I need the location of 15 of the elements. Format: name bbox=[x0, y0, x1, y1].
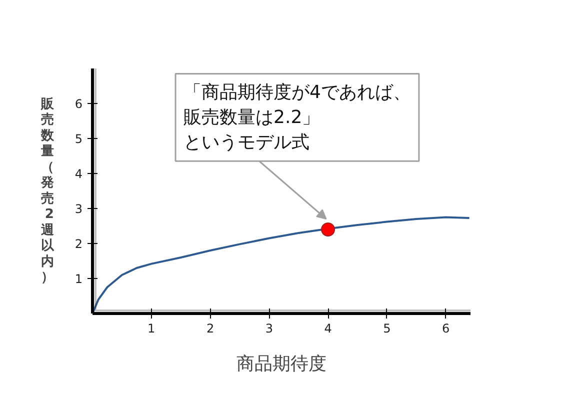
y-tick-label: 2 bbox=[74, 237, 83, 251]
y-tick-label: 5 bbox=[74, 132, 83, 146]
x-axis-title: 商品期待度 bbox=[236, 354, 326, 374]
x-tick-label: 4 bbox=[324, 322, 332, 336]
y-tick-label: 4 bbox=[74, 167, 83, 181]
annotation: 「商品期待度が4であれば、販売数量は2.2」というモデル式 bbox=[184, 82, 411, 154]
x-tick-label: 1 bbox=[148, 322, 156, 336]
y-tick-label: 6 bbox=[74, 97, 83, 111]
y-tick-label: 3 bbox=[74, 202, 83, 216]
x-tick-label: 5 bbox=[383, 322, 391, 336]
x-tick-label: 3 bbox=[265, 322, 273, 336]
y-tick-label: 1 bbox=[74, 272, 83, 286]
x-tick-label: 6 bbox=[442, 322, 450, 336]
x-tick-label: 2 bbox=[206, 322, 214, 336]
text: 販売数量（発売2週以内） bbox=[40, 96, 54, 286]
